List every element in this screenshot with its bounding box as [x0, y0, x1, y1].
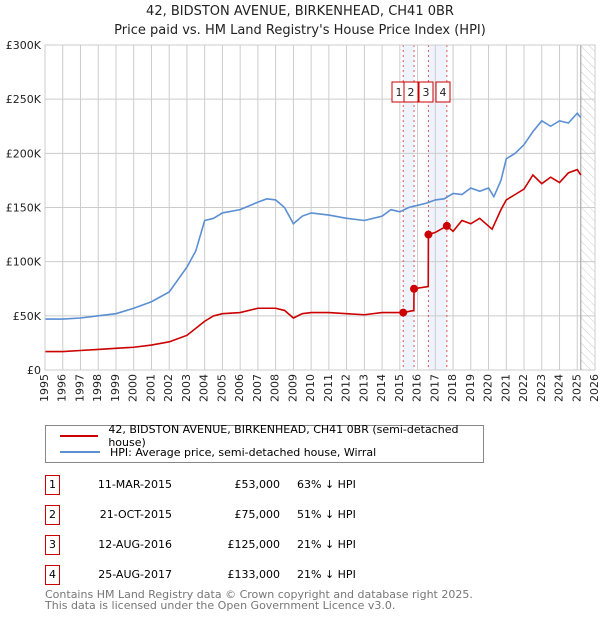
- transaction-price: £53,000: [234, 478, 281, 491]
- y-tick-label: £0: [27, 364, 41, 377]
- x-tick-label: 2023: [535, 374, 548, 402]
- x-tick-label: 2021: [499, 374, 512, 402]
- transaction-price: £125,000: [227, 538, 281, 551]
- x-tick-label: 2012: [340, 374, 353, 402]
- transaction-price: £75,000: [234, 508, 281, 521]
- transaction-price: £133,000: [227, 568, 281, 581]
- transaction-number-badge: 4: [45, 565, 60, 585]
- transaction-row: 1 11-MAR-2015 £53,000 63% ↓ HPI: [45, 475, 445, 495]
- y-tick-label: £150K: [6, 202, 42, 215]
- title-line-1: 42, BIDSTON AVENUE, BIRKENHEAD, CH41 0BR: [146, 4, 454, 19]
- legend-line-red: [60, 435, 99, 437]
- sale-label-box: [403, 81, 419, 103]
- x-tick-label: 1999: [109, 374, 122, 402]
- sale-label: 3: [423, 86, 430, 99]
- x-tick-label: 2008: [269, 374, 282, 402]
- x-tick-label: 1998: [91, 374, 104, 402]
- transaction-row: 3 12-AUG-2016 £125,000 21% ↓ HPI: [45, 535, 445, 555]
- x-tick-label: 2001: [144, 374, 157, 402]
- x-tick-label: 2011: [322, 374, 335, 402]
- y-tick-label: £250K: [6, 93, 42, 106]
- sale-point: [442, 221, 451, 230]
- x-tick-label: 2022: [517, 374, 530, 402]
- transaction-hpi-diff: 51% ↓ HPI: [297, 508, 356, 521]
- x-tick-label: 2014: [375, 374, 388, 402]
- transaction-hpi-diff: 21% ↓ HPI: [297, 538, 356, 551]
- sale-label-box: [418, 81, 434, 103]
- sale-label-box: [435, 81, 451, 103]
- transaction-date: 25-AUG-2017: [98, 568, 172, 581]
- legend: 42, BIDSTON AVENUE, BIRKENHEAD, CH41 0BR…: [45, 423, 484, 463]
- x-tick-label: 2010: [304, 374, 317, 402]
- x-tick-label: 2026: [588, 374, 600, 402]
- sale-point: [424, 230, 433, 239]
- x-tick-label: 2009: [286, 374, 299, 402]
- title-line-2: Price paid vs. HM Land Registry's House …: [114, 23, 486, 38]
- sale-point: [410, 284, 419, 293]
- hpi-line: [45, 112, 582, 320]
- legend-label: 42, BIDSTON AVENUE, BIRKENHEAD, CH41 0BR…: [108, 423, 459, 449]
- y-tick-label: £200K: [6, 147, 42, 160]
- transaction-row: 4 25-AUG-2017 £133,000 21% ↓ HPI: [45, 565, 445, 585]
- x-tick-label: 2005: [215, 374, 228, 402]
- legend-item-hpi: HPI: Average price, semi-detached house,…: [60, 444, 376, 460]
- x-tick-label: 2002: [162, 374, 175, 402]
- sale-point: [399, 308, 408, 317]
- sale-label: 1: [396, 86, 403, 99]
- property-price-line: [45, 168, 582, 353]
- x-tick-label: 2024: [553, 374, 566, 402]
- legend-item-property: 42, BIDSTON AVENUE, BIRKENHEAD, CH41 0BR…: [60, 423, 483, 449]
- x-tick-label: 2016: [411, 374, 424, 402]
- x-tick-label: 2003: [180, 374, 193, 402]
- transaction-date: 11-MAR-2015: [97, 478, 172, 491]
- transaction-number-badge: 2: [45, 505, 60, 525]
- x-tick-label: 2020: [482, 374, 495, 402]
- x-tick-label: 2000: [127, 374, 140, 402]
- legend-line-blue: [60, 451, 100, 453]
- sale-label: 2: [408, 86, 415, 99]
- x-tick-label: 2017: [428, 374, 441, 402]
- x-tick-label: 2018: [446, 374, 459, 402]
- x-tick-label: 2006: [233, 374, 246, 402]
- x-tick-label: 2015: [393, 374, 406, 402]
- plot-frame: [44, 44, 596, 371]
- transaction-hpi-diff: 63% ↓ HPI: [297, 478, 356, 491]
- x-tick-label: 1996: [56, 374, 69, 402]
- y-tick-label: £300K: [6, 39, 42, 52]
- sale-label: 4: [440, 86, 447, 99]
- x-tick-label: 2013: [357, 374, 370, 402]
- chart-title: 42, BIDSTON AVENUE, BIRKENHEAD, CH41 0BR…: [0, 2, 600, 40]
- transaction-hpi-diff: 21% ↓ HPI: [297, 568, 356, 581]
- x-tick-label: 2004: [198, 374, 211, 402]
- transaction-number-badge: 3: [45, 535, 60, 555]
- x-tick-label: 1995: [38, 374, 51, 402]
- x-tick-label: 2007: [251, 374, 264, 402]
- y-tick-label: £100K: [6, 256, 42, 269]
- footer-line-2: This data is licensed under the Open Gov…: [45, 599, 396, 612]
- x-tick-label: 2019: [464, 374, 477, 402]
- legend-label: HPI: Average price, semi-detached house,…: [110, 445, 377, 459]
- transaction-number-badge: 1: [45, 475, 60, 495]
- x-tick-label: 1997: [73, 374, 86, 402]
- transaction-date: 12-AUG-2016: [98, 538, 172, 551]
- transaction-date: 21-OCT-2015: [99, 508, 172, 521]
- footer: Contains HM Land Registry data © Crown c…: [45, 589, 473, 611]
- transaction-row: 2 21-OCT-2015 £75,000 51% ↓ HPI: [45, 505, 445, 525]
- forecast-hatch: [580, 45, 595, 370]
- x-tick-label: 2025: [570, 374, 583, 402]
- footer-line-1: Contains HM Land Registry data © Crown c…: [45, 588, 473, 601]
- y-tick-label: £50K: [13, 310, 42, 323]
- chart-svg: 1995 1996 1997 1998 1999 2000 2001 2002 2003 2004…: [6, 39, 600, 402]
